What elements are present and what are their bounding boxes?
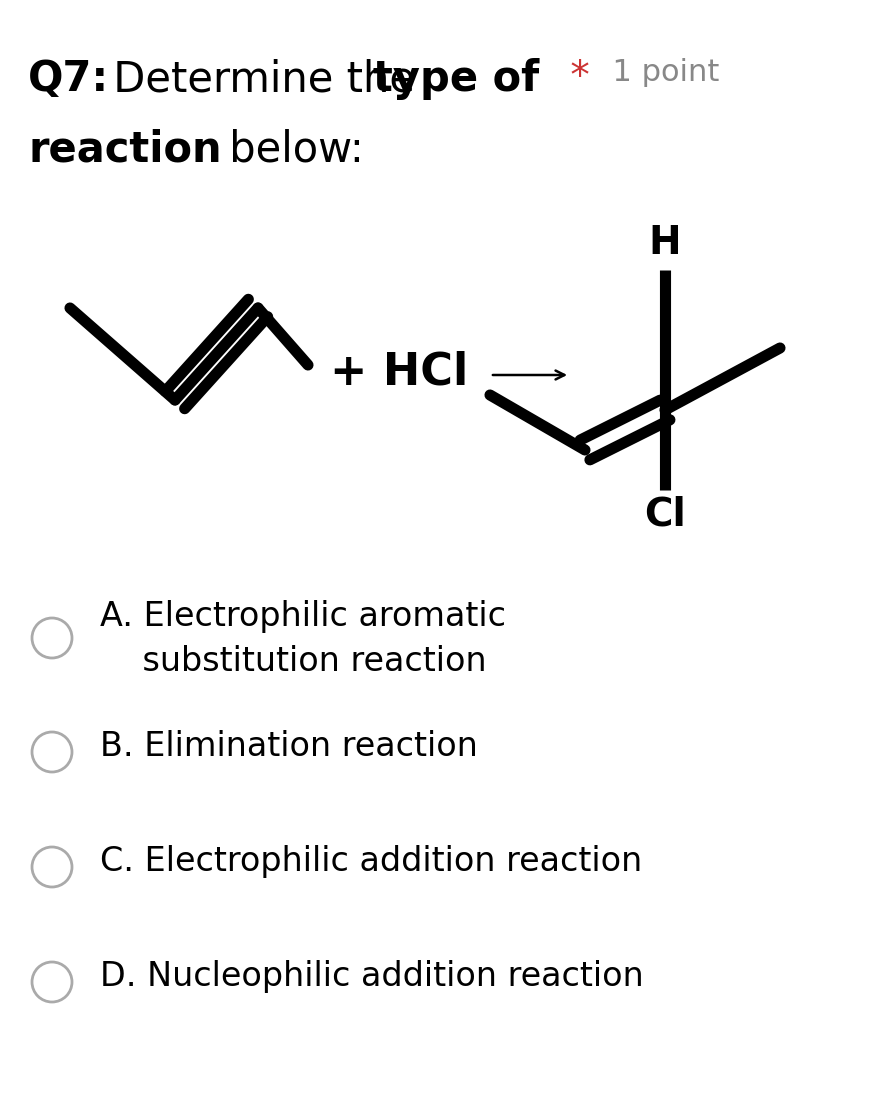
Text: C. Electrophilic addition reaction: C. Electrophilic addition reaction (100, 845, 643, 878)
Text: Q7:: Q7: (28, 58, 109, 100)
Text: below:: below: (216, 128, 364, 170)
Text: *: * (558, 58, 589, 97)
Text: + HCl: + HCl (330, 351, 468, 394)
Text: B. Elimination reaction: B. Elimination reaction (100, 730, 478, 764)
Text: 1 point: 1 point (593, 58, 719, 87)
Text: Determine the: Determine the (100, 58, 428, 100)
Text: H: H (649, 224, 681, 262)
Text: type of: type of (373, 58, 539, 100)
Text: Cl: Cl (644, 495, 686, 533)
Text: D. Nucleophilic addition reaction: D. Nucleophilic addition reaction (100, 960, 644, 993)
Text: reaction: reaction (28, 128, 221, 170)
Text: A. Electrophilic aromatic
    substitution reaction: A. Electrophilic aromatic substitution r… (100, 600, 506, 678)
